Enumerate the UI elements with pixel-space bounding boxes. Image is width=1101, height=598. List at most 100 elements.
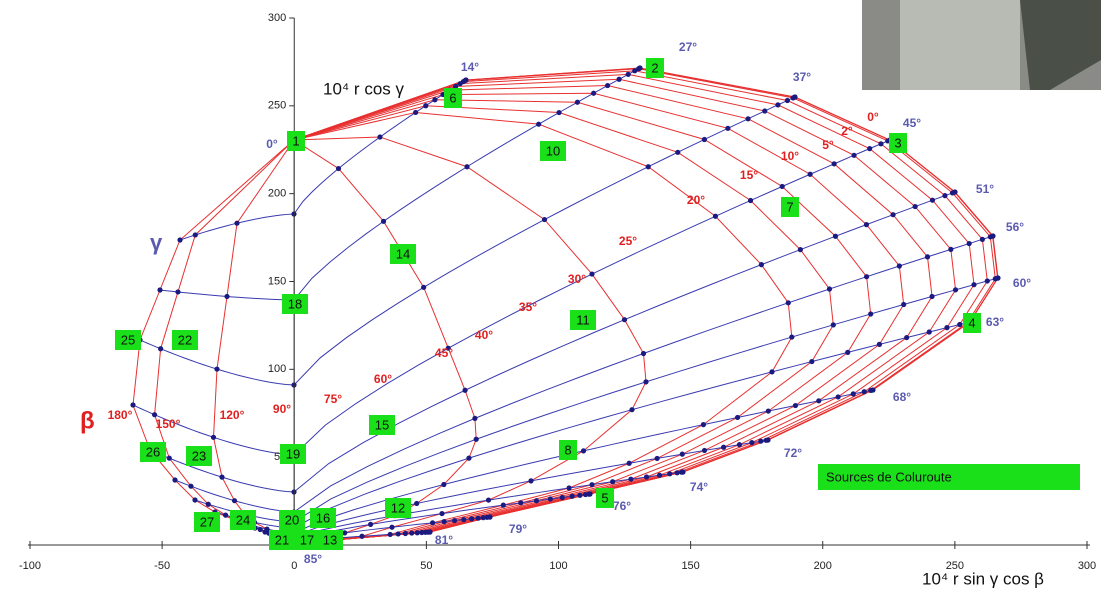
mesh-node <box>380 218 387 224</box>
mesh-node <box>679 451 685 457</box>
x-tick-label: 300 <box>1078 560 1096 572</box>
source-box <box>596 488 614 508</box>
mesh-node <box>192 232 198 238</box>
mesh-node <box>210 434 217 440</box>
mesh-node <box>876 341 883 347</box>
beta-line <box>132 139 295 543</box>
source-label: 16 <box>316 510 330 525</box>
mesh-node <box>643 379 649 385</box>
mesh-node <box>205 501 211 507</box>
beta-label: 30° <box>568 272 586 286</box>
beta-line <box>293 78 957 543</box>
mesh-node <box>831 161 837 167</box>
mesh-node <box>475 515 481 521</box>
mesh-node <box>335 165 342 172</box>
legend-text: Sources de Coluroute <box>826 469 952 484</box>
beta-label: 10° <box>781 149 799 163</box>
source-label: 22 <box>178 332 192 347</box>
source-box <box>279 510 305 530</box>
source-label: 17 <box>300 532 314 547</box>
mesh-node <box>826 286 833 292</box>
mesh-node <box>736 442 743 448</box>
mesh-node <box>792 402 799 409</box>
source-box <box>369 415 395 435</box>
gamma-label: 76° <box>613 499 631 513</box>
mesh-node <box>413 109 419 116</box>
mesh-node <box>675 149 681 155</box>
mesh-node <box>712 213 719 219</box>
mesh-node <box>949 190 956 196</box>
source-label: 20 <box>285 512 299 527</box>
beta-line <box>293 70 988 543</box>
mesh-node <box>942 193 948 199</box>
mesh-node <box>890 212 896 218</box>
y-axis-label: 10⁴ r cos γ <box>323 79 404 98</box>
source-box <box>172 330 198 350</box>
mesh-node <box>851 152 857 158</box>
mesh-node <box>591 90 597 96</box>
mesh-node <box>462 387 468 393</box>
beta-line <box>293 111 793 543</box>
beta-label: 40° <box>475 328 493 342</box>
y-tick-label: 150 <box>268 275 286 287</box>
x-tick-label: 50 <box>420 560 432 572</box>
mesh-node <box>621 317 628 323</box>
source-box <box>444 88 462 108</box>
gamma-label: 56° <box>1006 220 1024 234</box>
source-box <box>186 446 212 466</box>
mesh-node <box>775 102 781 108</box>
mesh-node <box>725 125 731 131</box>
beta-label: 20° <box>687 193 705 207</box>
mesh-node <box>912 203 918 210</box>
mesh-node <box>577 492 583 498</box>
mesh-node <box>359 533 365 539</box>
gamma-label: 45° <box>903 116 921 130</box>
gamma-curve <box>139 96 796 386</box>
mesh-node <box>547 496 553 502</box>
beta-label: 2° <box>841 124 853 138</box>
gamma-curve <box>214 321 971 529</box>
mesh-node <box>414 530 420 536</box>
source-box <box>310 508 336 528</box>
mesh-node <box>779 183 785 190</box>
mesh-node <box>625 71 631 77</box>
legend-box <box>818 464 1080 490</box>
mesh-node <box>616 76 622 82</box>
source-box <box>559 440 577 460</box>
mesh-node <box>439 510 445 517</box>
gamma-label: 60° <box>1013 276 1031 290</box>
source-label: 21 <box>275 532 289 547</box>
source-label: 14 <box>396 246 410 261</box>
mesh-node <box>541 216 548 223</box>
mesh-node <box>629 407 635 413</box>
source-label: 8 <box>564 442 571 457</box>
x-axis-label: 10⁴ r sin γ cos β <box>922 569 1044 588</box>
mesh-node <box>441 481 447 488</box>
y-tick-label: 200 <box>268 188 286 200</box>
mesh-node <box>628 476 634 482</box>
mesh-node <box>414 500 420 507</box>
gamma-label: 74° <box>690 480 708 494</box>
mesh-node <box>807 171 813 177</box>
mesh-node <box>769 369 775 375</box>
source-label: 3 <box>894 135 901 150</box>
mesh-node <box>929 293 935 300</box>
source-box <box>385 498 411 518</box>
mesh-node <box>966 240 972 247</box>
source-label: 18 <box>288 296 302 311</box>
mesh-node <box>453 83 459 90</box>
mesh-node <box>868 387 874 394</box>
mesh-node <box>992 276 998 282</box>
gamma-label: 0° <box>266 137 278 151</box>
mesh-node <box>957 321 963 328</box>
source-label: 15 <box>375 417 389 432</box>
source-label: 11 <box>576 312 590 327</box>
mesh-node <box>809 358 815 365</box>
beta-label: 120° <box>220 408 245 422</box>
source-box <box>230 510 256 530</box>
beta-line <box>293 73 975 543</box>
gamma-label: 37° <box>793 70 811 84</box>
mesh-node <box>797 247 803 253</box>
mesh-node <box>789 334 795 340</box>
mesh-node <box>654 455 660 462</box>
